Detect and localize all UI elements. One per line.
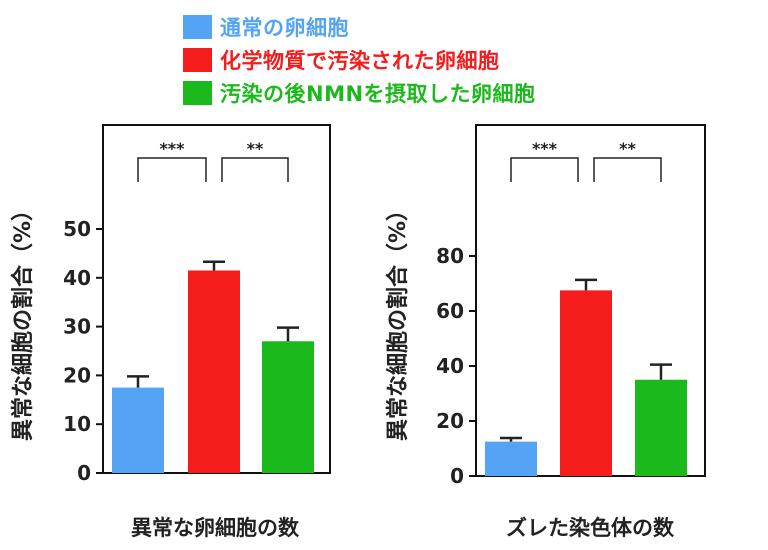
significance-label: ** — [247, 139, 264, 158]
y-tick-label: 40 — [436, 354, 464, 378]
y-tick-label: 40 — [63, 266, 91, 290]
y-tick-label: 10 — [63, 412, 91, 436]
legend-swatch-nmn — [183, 80, 212, 105]
significance-bracket — [510, 157, 579, 182]
legend-label-normal: 通常の卵細胞 — [220, 15, 349, 40]
significance-bracket — [221, 157, 289, 182]
y-tick-label: 20 — [63, 363, 91, 387]
y-tick-label: 20 — [436, 409, 464, 433]
y-axis-label: 異常な細胞の割合（%） — [10, 199, 36, 441]
bar — [262, 341, 314, 473]
legend-label-nmn: 汚染の後NMNを摂取した卵細胞 — [220, 81, 536, 106]
legend: 通常の卵細胞 化学物質で汚染された卵細胞 汚染の後NMNを摂取した卵細胞 — [183, 10, 536, 109]
y-tick-label: 30 — [63, 315, 91, 339]
y-tick-label: 0 — [77, 461, 91, 485]
y-tick-label: 50 — [63, 217, 91, 241]
significance-bracket — [137, 157, 207, 182]
y-tick-label: 0 — [450, 464, 464, 488]
legend-swatch-contaminated — [183, 47, 212, 72]
x-axis-label: 異常な卵細胞の数 — [131, 516, 300, 540]
bar — [635, 379, 687, 476]
x-axis-label: ズレた染色体の数 — [506, 516, 675, 540]
significance-label: *** — [159, 139, 185, 158]
y-tick-label: 60 — [436, 299, 464, 323]
bar — [560, 290, 612, 476]
significance-label: *** — [532, 139, 558, 158]
legend-item-normal: 通常の卵細胞 — [183, 10, 536, 43]
significance-label: ** — [619, 139, 636, 158]
y-axis-label: 異常な細胞の割合（%） — [385, 199, 411, 441]
legend-item-contaminated: 化学物質で汚染された卵細胞 — [183, 43, 536, 76]
legend-item-nmn: 汚染の後NMNを摂取した卵細胞 — [183, 76, 536, 109]
bar — [188, 270, 240, 473]
y-tick-label: 80 — [436, 244, 464, 268]
bar — [112, 387, 164, 473]
legend-swatch-normal — [183, 14, 212, 39]
bar — [485, 441, 537, 476]
significance-bracket — [593, 157, 662, 182]
legend-label-contaminated: 化学物質で汚染された卵細胞 — [220, 48, 500, 73]
